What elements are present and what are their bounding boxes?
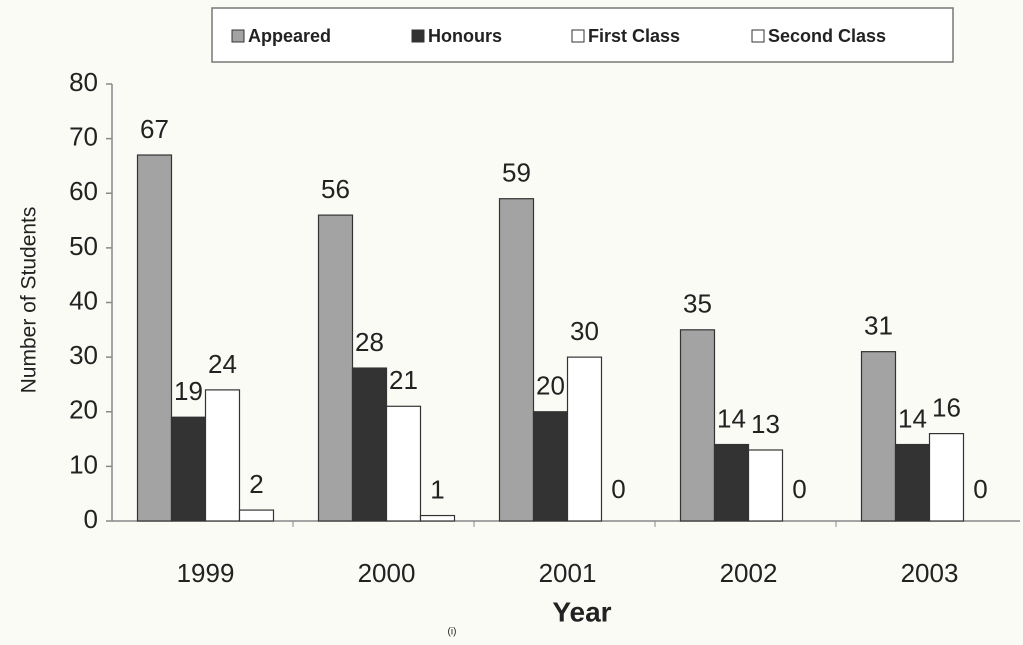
- legend-label: Second Class: [768, 26, 886, 46]
- data-label: 0: [973, 474, 987, 504]
- legend-swatch: [751, 29, 765, 43]
- note: (i): [448, 627, 457, 638]
- y-tick-label: 80: [69, 67, 98, 97]
- y-tick-label: 10: [69, 449, 98, 479]
- bar: [204, 389, 241, 522]
- data-label: 30: [570, 316, 599, 346]
- x-tick-label: 1999: [177, 558, 235, 588]
- data-label: 28: [355, 327, 384, 357]
- bar: [385, 405, 422, 522]
- bar: [532, 411, 569, 522]
- bar: [317, 214, 354, 522]
- data-label: 2: [249, 469, 263, 499]
- data-label: 20: [536, 371, 565, 401]
- bar: [894, 443, 931, 522]
- x-tick-label: 2002: [720, 558, 778, 588]
- data-label: 21: [389, 365, 418, 395]
- data-label: 59: [502, 158, 531, 188]
- data-label: 35: [683, 289, 712, 319]
- data-label: 0: [792, 474, 806, 504]
- bar: [679, 329, 716, 522]
- bar: [566, 356, 603, 522]
- legend-swatch: [571, 29, 585, 43]
- data-label: 14: [898, 403, 927, 433]
- legend-swatch: [231, 29, 245, 43]
- bar: [136, 154, 173, 522]
- data-label: 56: [321, 174, 350, 204]
- data-label: 0: [611, 474, 625, 504]
- data-label: 16: [932, 392, 961, 422]
- data-label: 1: [430, 474, 444, 504]
- data-label: 24: [208, 349, 237, 379]
- data-label: 13: [751, 409, 780, 439]
- data-label: 14: [717, 403, 746, 433]
- y-tick-label: 50: [69, 231, 98, 261]
- legend-label: Appeared: [248, 26, 331, 46]
- legend-label: Honours: [428, 26, 502, 46]
- legend-label: First Class: [588, 26, 680, 46]
- x-tick-label: 2003: [901, 558, 959, 588]
- y-tick-label: 0: [84, 504, 98, 534]
- data-label: 67: [140, 114, 169, 144]
- bar: [351, 367, 388, 522]
- x-tick-label: 2001: [539, 558, 597, 588]
- bar: [860, 351, 897, 522]
- bar: [498, 198, 535, 522]
- y-tick-label: 30: [69, 340, 98, 370]
- bar: [419, 514, 456, 522]
- y-tick-label: 60: [69, 176, 98, 206]
- data-label: 19: [174, 376, 203, 406]
- bar: [170, 416, 207, 522]
- y-axis-label: Number of Students: [18, 207, 41, 394]
- x-axis-label: Year: [552, 596, 611, 627]
- legend-swatch: [411, 29, 425, 43]
- bar: [713, 443, 750, 522]
- bar: [928, 433, 965, 522]
- y-tick-label: 70: [69, 122, 98, 152]
- bar: [238, 509, 275, 522]
- y-tick-label: 20: [69, 395, 98, 425]
- y-tick-label: 40: [69, 285, 98, 315]
- bar: [747, 449, 784, 522]
- data-label: 31: [864, 311, 893, 341]
- x-tick-label: 2000: [358, 558, 416, 588]
